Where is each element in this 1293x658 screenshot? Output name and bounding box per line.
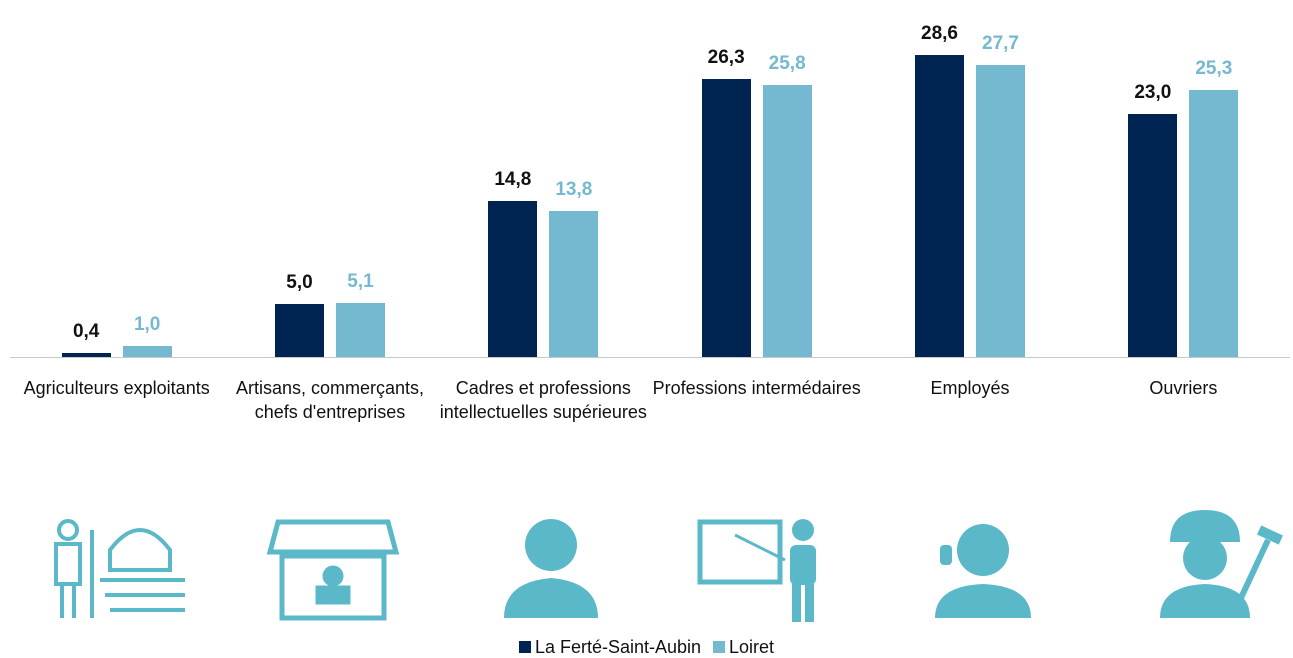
x-tick-label: Agriculteurs exploitants <box>23 378 210 398</box>
icons <box>54 510 1283 622</box>
legend-item: La Ferté-Saint-Aubin <box>518 637 702 658</box>
farmer-icon <box>54 519 185 618</box>
x-tick-label: Cadres et professions intellectuelles su… <box>439 378 647 422</box>
data-label: 14,8 <box>494 168 532 190</box>
shop-icon <box>266 519 400 621</box>
bar <box>1189 89 1239 357</box>
legend-swatch <box>518 641 531 653</box>
bar <box>336 303 385 357</box>
data-label: 5,1 <box>347 271 374 293</box>
worker-icon <box>1160 510 1283 618</box>
bar <box>976 64 1025 357</box>
bar <box>488 200 538 357</box>
bar <box>1128 114 1178 357</box>
legend-label: Loiret <box>729 637 775 657</box>
legend-swatch <box>713 641 726 653</box>
bar <box>762 84 812 357</box>
x-tick-label: Professions intermédaires <box>652 378 861 398</box>
data-label: 13,8 <box>555 179 593 201</box>
bar <box>275 304 324 357</box>
legend: La Ferté-Saint-Aubin Loiret <box>0 637 1293 658</box>
x-tick-label: Artisans, commerçants, chefs d'entrepris… <box>235 378 425 422</box>
data-label: 26,3 <box>707 47 745 69</box>
data-label: 5,0 <box>286 272 313 294</box>
data-label: 28,6 <box>921 23 958 44</box>
bar <box>61 352 111 357</box>
legend-label: La Ferté-Saint-Aubin <box>534 637 702 657</box>
x-tick-label: Ouvriers <box>1149 378 1218 398</box>
bar <box>549 211 599 357</box>
data-label: 27,7 <box>982 32 1019 54</box>
x-tick-label: Employés <box>930 378 1010 398</box>
legend-item: Loiret <box>713 637 774 658</box>
data-label: 25,8 <box>768 52 806 74</box>
teacher-icon <box>697 519 816 622</box>
data-label: 1,0 <box>133 314 161 336</box>
data-label: 23,0 <box>1134 82 1172 104</box>
bar <box>701 79 751 357</box>
bar <box>915 55 964 357</box>
employee-icon <box>935 524 1031 618</box>
bar <box>122 346 172 357</box>
data-label: 0,4 <box>72 320 100 342</box>
executive-icon <box>504 519 598 618</box>
data-label: 25,3 <box>1195 57 1233 79</box>
baseline <box>10 357 1290 358</box>
